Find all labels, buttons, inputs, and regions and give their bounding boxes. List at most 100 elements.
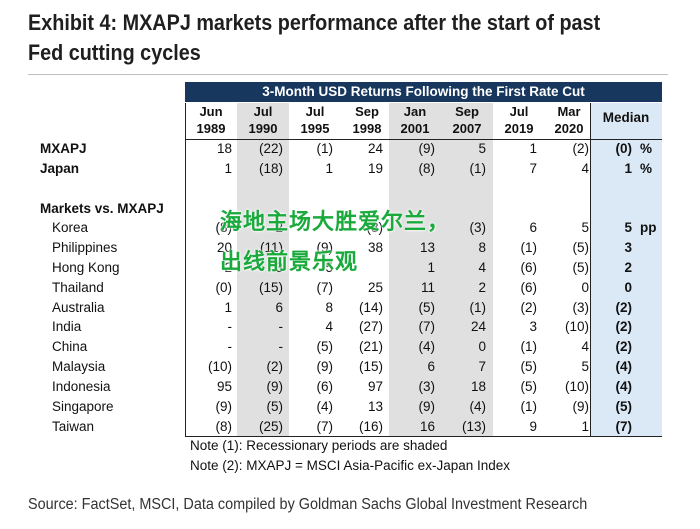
table-cell: 16: [419, 419, 435, 434]
table-cell: (6): [520, 260, 538, 275]
table-cell: 1: [427, 260, 435, 275]
table-cell: (2): [572, 141, 590, 156]
row-label: Indonesia: [52, 379, 111, 394]
table-cell: (22): [258, 141, 283, 156]
table-cell: (4): [316, 399, 334, 414]
section-label: Markets vs. MXAPJ: [40, 201, 164, 216]
table-cell: (4): [469, 399, 487, 414]
table-cell: (7): [316, 419, 334, 434]
table-cell: 18: [216, 141, 232, 156]
table-cell: 9: [529, 419, 537, 434]
table-cell: (25): [258, 419, 283, 434]
table-banner: 3-Month USD Returns Following the First …: [185, 82, 662, 102]
table-cell: (5): [418, 300, 436, 315]
table-cell: 1: [325, 161, 333, 176]
title-divider: [28, 74, 668, 75]
median-column-shade: [590, 103, 662, 436]
column-header-year: 2019: [504, 121, 534, 136]
table-cell: 6: [529, 220, 537, 235]
table-cell: (6): [316, 379, 334, 394]
table-cell: 95: [216, 379, 232, 394]
table-cell: 2: [275, 220, 283, 235]
table-cell: 38: [367, 240, 383, 255]
column-header-month: Sep: [355, 104, 379, 119]
table-cell: 25: [367, 280, 383, 295]
table-cell: (15): [358, 359, 383, 374]
row-label: Australia: [52, 300, 105, 315]
median-cell: 5: [624, 220, 632, 235]
column-header-year: 2001: [400, 121, 430, 136]
median-cell: (2): [615, 339, 633, 354]
table-cell: (1): [520, 399, 538, 414]
table-cell: (10): [207, 359, 232, 374]
table-cell: -: [227, 319, 233, 334]
table-cell: 24: [470, 319, 486, 334]
unit-label: %: [640, 161, 653, 176]
note-mxapj: Note (2): MXAPJ = MSCI Asia-Pacific ex-J…: [190, 458, 510, 473]
column-header-month: Sep: [455, 104, 479, 119]
overlay-text-line-2: 出线前景乐观: [220, 249, 359, 274]
table-cell: 2: [478, 280, 486, 295]
table-cell: 5: [581, 220, 589, 235]
table-cell: (8): [366, 220, 384, 235]
table-cell: 24: [367, 141, 383, 156]
column-header: Jul 1995: [289, 103, 341, 139]
median-header: Median: [602, 110, 650, 125]
table-left-border: [185, 103, 186, 436]
table-cell: (9): [572, 399, 590, 414]
median-cell: (0): [615, 141, 633, 156]
column-header-year: 1995: [300, 121, 330, 136]
median-cell: (2): [615, 319, 633, 334]
table-cell: (1): [520, 339, 538, 354]
table-cell: (5): [316, 339, 334, 354]
table-cell: -: [278, 339, 284, 354]
table-cell: (9): [418, 141, 436, 156]
table-cell: 6: [275, 300, 283, 315]
column-header: Jun 1989: [185, 103, 237, 139]
table-cell: 3: [529, 319, 537, 334]
column-header-month: Jul: [305, 104, 325, 119]
table-cell: 8: [478, 240, 486, 255]
row-label: China: [52, 339, 88, 354]
table-cell: (1): [469, 161, 487, 176]
table-cell: 7: [478, 359, 486, 374]
row-label: MXAPJ: [40, 141, 87, 156]
column-header-month: Jul: [253, 104, 273, 119]
table-cell: 97: [367, 379, 383, 394]
table-cell: 1: [529, 141, 537, 156]
table-cell: (16): [358, 419, 383, 434]
row-label: Korea: [52, 220, 89, 235]
table-cell: (11): [259, 240, 283, 255]
recession-shade-2001: [389, 103, 441, 436]
table-cell: 0: [478, 339, 486, 354]
median-cell: (4): [615, 359, 633, 374]
recession-shade-1990: [237, 103, 289, 436]
table-cell: (5): [572, 260, 590, 275]
table-cell: 8: [325, 300, 333, 315]
table-cell: (9): [316, 359, 334, 374]
table-cell: 11: [420, 280, 435, 295]
table-cell: (10): [564, 379, 589, 394]
table-cell: 2: [224, 260, 232, 275]
row-label: Japan: [40, 161, 80, 176]
table-cell: (8): [215, 220, 233, 235]
header-rule: [185, 139, 662, 140]
source-line: Source: FactSet, MSCI, Data compiled by …: [28, 496, 588, 513]
table-cell: (9): [418, 399, 436, 414]
table-cell: 5: [478, 141, 486, 156]
column-header-month: Jun: [199, 104, 223, 119]
column-header-month: Mar: [557, 104, 581, 119]
median-cell: 1: [624, 161, 632, 176]
row-label: India: [52, 319, 82, 334]
table-cell: 13: [419, 240, 435, 255]
column-header: Jul 1990: [237, 103, 289, 139]
table-cell: (3): [418, 379, 436, 394]
table-cell: (14): [358, 300, 383, 315]
unit-label: pp: [640, 220, 657, 235]
table-cell: 1: [581, 419, 589, 434]
table-cell: (7): [418, 319, 436, 334]
table-cell: (13): [461, 419, 486, 434]
table-cell: (3): [469, 220, 487, 235]
median-cell: (7): [615, 419, 633, 434]
table-cell: (7): [316, 280, 334, 295]
